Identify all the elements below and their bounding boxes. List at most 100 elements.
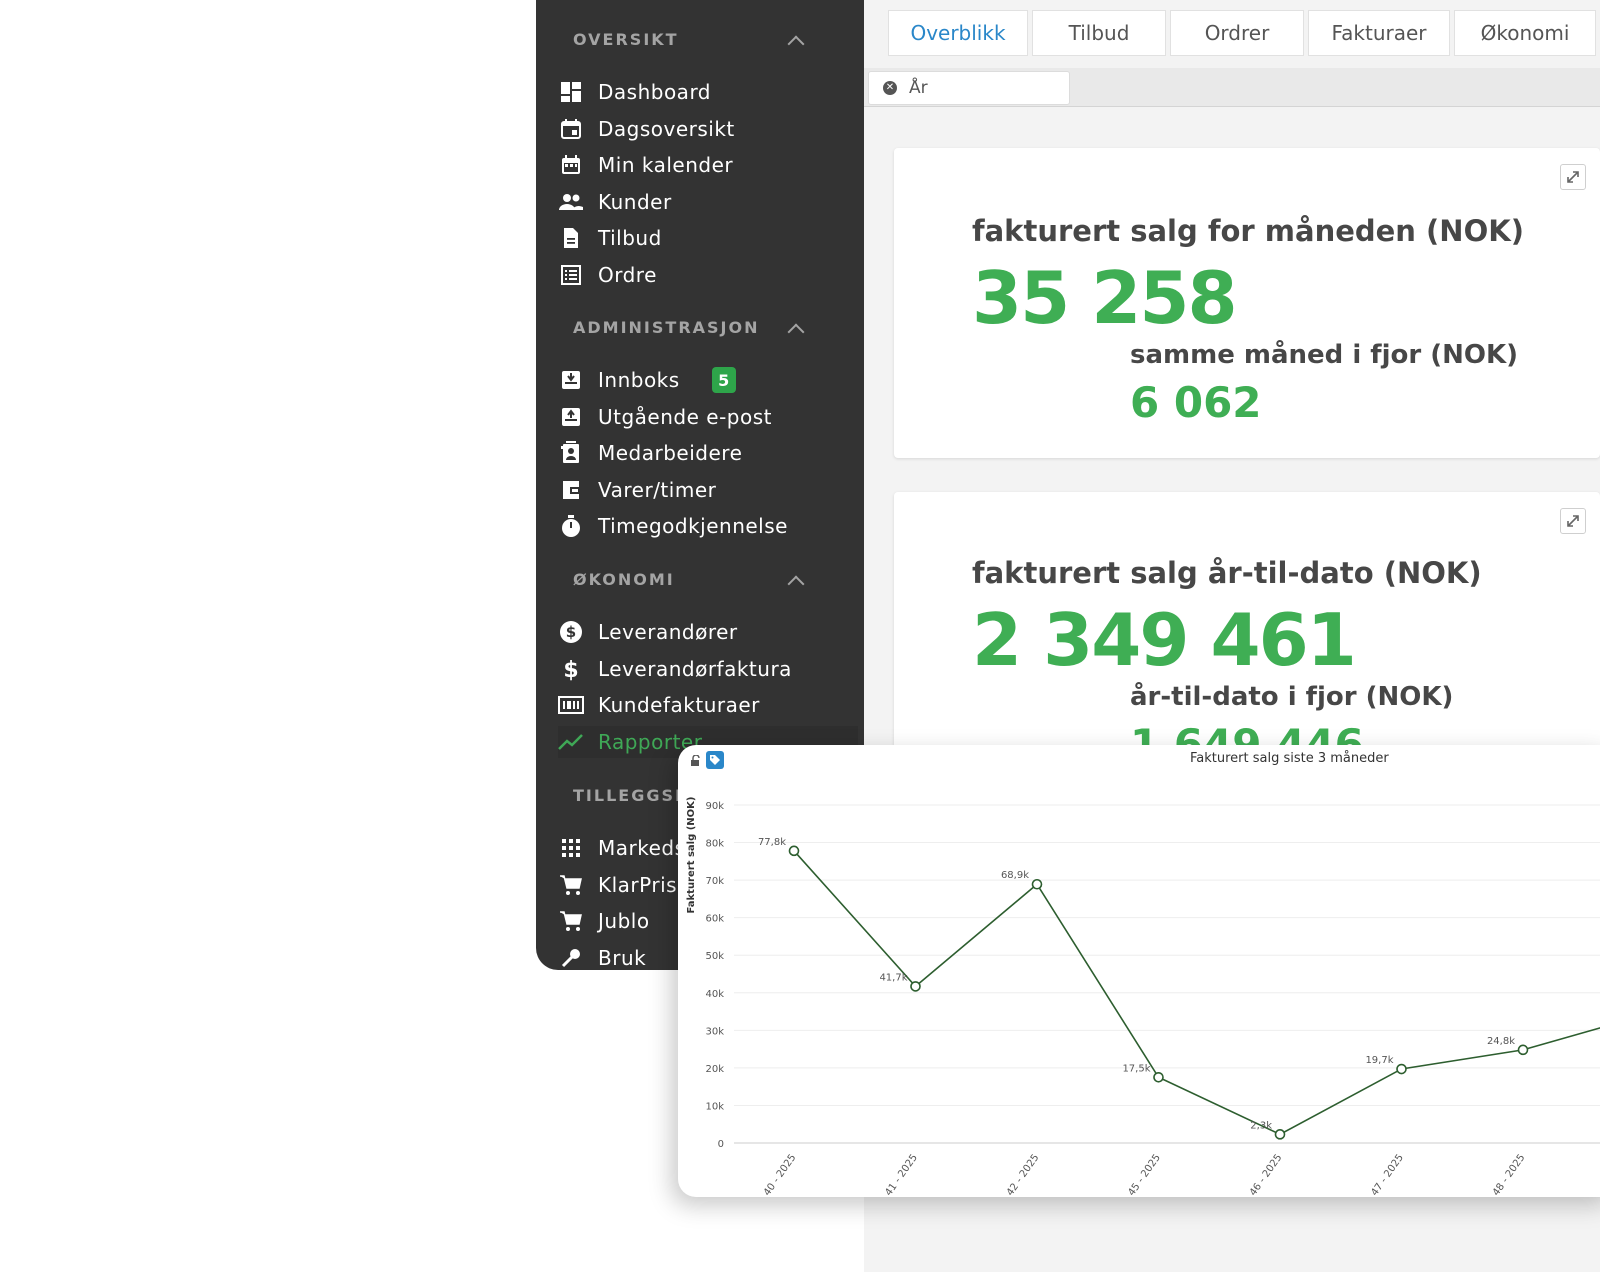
sidebar-item-min-kalender[interactable]: Min kalender: [558, 149, 858, 181]
x-tick-label: 41 - 2025: [883, 1152, 920, 1197]
tab-fakturaer[interactable]: Fakturaer: [1308, 10, 1450, 56]
tab-ordrer[interactable]: Ordrer: [1170, 10, 1304, 56]
data-point: [1396, 1063, 1407, 1075]
sidebar-item-kundefakturaer[interactable]: Kundefakturaer: [558, 689, 858, 721]
expand-icon[interactable]: [1560, 164, 1586, 190]
expand-icon[interactable]: [1560, 508, 1586, 534]
data-point: [1274, 1129, 1286, 1140]
sidebar-section-0-title: OVERSIKT: [573, 30, 679, 49]
y-tick-label: 20k: [705, 1064, 724, 1075]
tab-bar: Overblikk Tilbud Ordrer Fakturaer Økonom…: [864, 0, 1600, 68]
y-tick-label: 90k: [705, 801, 724, 812]
sidebar-item-label: Timegodkjennelse: [598, 514, 788, 539]
data-label: 17,5k: [1122, 1063, 1150, 1074]
x-tick-label: 46 - 2025: [1248, 1152, 1285, 1197]
x-tick-label: 47 - 2025: [1369, 1152, 1406, 1197]
cart-icon: [558, 872, 584, 898]
sidebar-item-varer-timer[interactable]: Varer/timer: [558, 474, 858, 506]
calendar-icon: [558, 152, 584, 178]
sidebar-item-bruk[interactable]: Bruk: [558, 942, 858, 970]
sidebar-section-1-title: ADMINISTRASJON: [573, 318, 760, 337]
y-tick-label: 30k: [705, 1026, 724, 1037]
y-tick-label: 0: [718, 1139, 724, 1150]
sidebar-item-label: Utgående e-post: [598, 404, 772, 429]
y-tick-label: 70k: [705, 876, 724, 887]
sidebar-item-label: Dagsoversikt: [598, 116, 735, 141]
sidebar-item-label: Ordre: [598, 263, 657, 287]
y-tick-label: 10k: [705, 1101, 724, 1112]
y-tick-label: 50k: [705, 951, 724, 962]
cart-icon: [558, 908, 584, 934]
wrench-icon: [558, 945, 584, 970]
dollar-icon: $: [558, 656, 584, 682]
data-label: 77,8k: [758, 837, 786, 848]
sales-line-chart: 0 10k 20k 30k 40k 50k 60k 70k 80k 90k Fakturert sa…: [686, 797, 1600, 1197]
series-line: [793, 850, 1600, 1136]
wallet-icon: [558, 477, 584, 503]
remove-filter-icon[interactable]: ✕: [883, 81, 897, 95]
sales-chart-card: Fakturert salg siste 3 måneder 0 10k 20k 30…: [678, 745, 1600, 1197]
sidebar-item-label: Innboks: [598, 368, 680, 392]
sidebar-item-label: Dashboard: [598, 80, 712, 104]
sidebar-item-label: Varer/timer: [598, 477, 717, 502]
sidebar-item-timegodkjennelse[interactable]: Timegodkjennelse: [558, 510, 858, 542]
sidebar-item-label: Leverandører: [598, 620, 738, 644]
data-label: 19,7k: [1365, 1055, 1393, 1066]
chevron-up-icon[interactable]: [787, 575, 805, 593]
month-compare-value: 6 062: [1130, 378, 1262, 427]
sidebar-item-dashboard[interactable]: Dashboard: [558, 76, 858, 108]
y-tick-label: 40k: [705, 989, 724, 1000]
sidebar-item-utg-ende-e-post[interactable]: Utgående e-post: [558, 401, 858, 433]
y-axis-label: Fakturert salg (NOK): [686, 797, 697, 914]
chevron-up-icon[interactable]: [787, 323, 805, 341]
tab-tilbud[interactable]: Tilbud: [1032, 10, 1166, 56]
sidebar-item-innboks[interactable]: Innboks 5: [558, 364, 858, 396]
sidebar-item-klarpris[interactable]: KlarPris: [558, 869, 858, 901]
filter-label: År: [909, 78, 928, 98]
year-filter-chip[interactable]: ✕ År: [868, 71, 1070, 105]
invoice-icon: [558, 692, 584, 718]
dashboard-icon: [558, 79, 584, 105]
lock-icon[interactable]: [690, 755, 702, 767]
stopwatch-icon: [558, 513, 584, 539]
sidebar-item-leverand-rer[interactable]: $ Leverandører: [558, 616, 858, 648]
employee-icon: [558, 440, 584, 466]
document-icon: [558, 225, 584, 251]
outbox-icon: [558, 404, 584, 430]
data-point: [1517, 1044, 1529, 1056]
tag-icon[interactable]: [706, 751, 724, 769]
data-point: [1031, 878, 1043, 890]
sidebar-item-label: KlarPris: [598, 872, 678, 897]
svg-text:$: $: [563, 658, 578, 681]
tab-okonomi[interactable]: Økonomi: [1454, 10, 1596, 56]
sidebar-item-dagsoversikt[interactable]: Dagsoversikt: [558, 113, 858, 145]
data-label: 68,9k: [1001, 870, 1029, 881]
month-sales-card: fakturert salg for måneden (NOK) 35 258 …: [894, 148, 1600, 458]
ytd-compare-title: år-til-dato i fjor (NOK): [1130, 682, 1454, 712]
chart-title: Fakturert salg siste 3 måneder: [1190, 751, 1389, 766]
sidebar-item-tilbud[interactable]: Tilbud: [558, 222, 858, 254]
sidebar-item-label: Leverandørfaktura: [598, 656, 792, 681]
x-tick-label: 48 - 2025: [1491, 1152, 1528, 1197]
sidebar-item-label: Bruk: [598, 945, 647, 970]
chevron-up-icon[interactable]: [787, 35, 805, 53]
month-compare-title: samme måned i fjor (NOK): [1130, 340, 1519, 370]
month-sales-title: fakturert salg for måneden (NOK): [972, 214, 1524, 248]
tab-overblikk[interactable]: Overblikk: [888, 10, 1028, 56]
list-icon: [558, 262, 584, 288]
data-point: [910, 981, 921, 992]
filter-bar: ✕ År: [864, 68, 1600, 107]
sidebar-item-label: Kundefakturaer: [598, 693, 760, 718]
sidebar-item-label: Kunder: [598, 189, 672, 214]
sidebar-item-leverand-rfaktura[interactable]: $ Leverandørfaktura: [558, 653, 858, 685]
data-point: [1153, 1071, 1164, 1083]
sidebar-item-ordre[interactable]: Ordre: [558, 259, 858, 291]
sidebar-item-label: Jublo: [598, 909, 650, 934]
ytd-sales-title: fakturert salg år-til-dato (NOK): [972, 556, 1482, 590]
sidebar-item-jublo[interactable]: Jublo: [558, 905, 858, 937]
sidebar-section-2-title: ØKONOMI: [573, 570, 675, 589]
dollar-circle-icon: $: [558, 619, 584, 645]
x-tick-label: 42 - 2025: [1005, 1152, 1042, 1197]
sidebar-item-medarbeidere[interactable]: Medarbeidere: [558, 437, 858, 469]
sidebar-item-kunder[interactable]: Kunder: [558, 186, 858, 218]
